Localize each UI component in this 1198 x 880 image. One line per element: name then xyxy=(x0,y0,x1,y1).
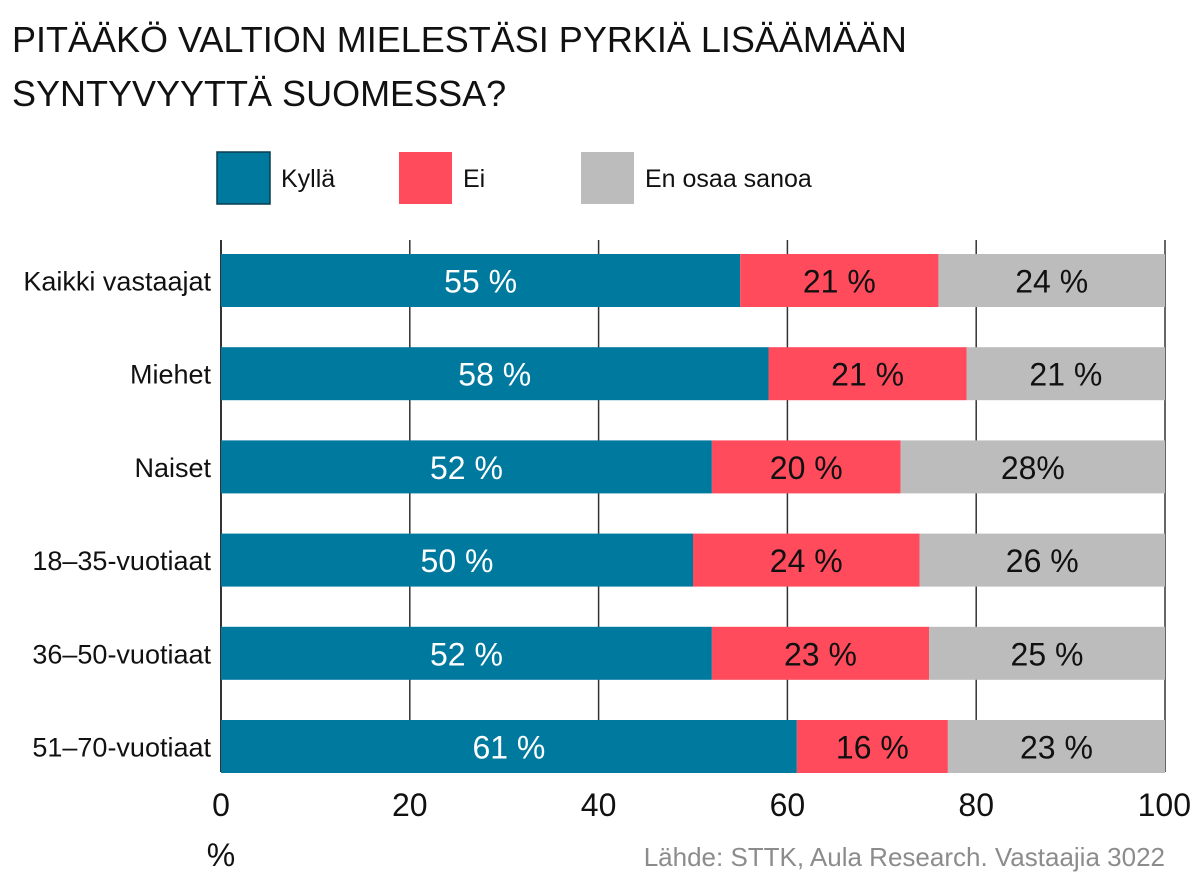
data-label-ei-36-50-vuotiaat: 23 % xyxy=(784,636,857,672)
legend-swatch-ei xyxy=(399,152,452,204)
bar-kylla-36-50-vuotiaat xyxy=(221,626,712,680)
bar-en-osaa-sanoa-18-35-vuotiaat xyxy=(919,533,1165,587)
bar-ei-36-50-vuotiaat xyxy=(711,626,929,680)
bar-en-osaa-sanoa-36-50-vuotiaat xyxy=(929,626,1165,680)
data-label-kylla-naiset: 52 % xyxy=(430,450,503,486)
category-label-18-35-vuotiaat: 18–35-vuotiaat xyxy=(32,546,211,576)
bar-kylla-51-70-vuotiaat xyxy=(221,720,797,773)
bar-ei-miehet xyxy=(768,347,967,401)
x-tick-label-80: 80 xyxy=(958,787,994,823)
data-label-kylla-51-70-vuotiaat: 61 % xyxy=(472,730,545,766)
data-label-kylla-36-50-vuotiaat: 52 % xyxy=(430,636,503,672)
category-label-36-50-vuotiaat: 36–50-vuotiaat xyxy=(32,639,211,669)
data-label-ei-naiset: 20 % xyxy=(770,450,843,486)
x-tick-label-60: 60 xyxy=(770,787,806,823)
category-labels: Kaikki vastaajat Miehet Naiset 18–35-vuotia… xyxy=(23,267,211,763)
data-label-ei-18-35-vuotiaat: 24 % xyxy=(770,543,843,579)
data-label-en-osaa-sanoa-naiset: 28% xyxy=(1001,450,1065,486)
bar-ei-kaikki-vastaajat xyxy=(740,254,939,307)
data-label-ei-51-70-vuotiaat: 16 % xyxy=(836,730,909,766)
bar-ei-naiset xyxy=(711,440,901,494)
bar-ei-18-35-vuotiaat xyxy=(693,533,920,587)
bars: 55 % 21 % 24 % 58 % 21 % 21 % 52 % 20 % 28% 50 % 2… xyxy=(221,254,1165,773)
legend-label-ei: Ei xyxy=(463,165,485,193)
data-label-ei-kaikki-vastaajat: 21 % xyxy=(803,264,876,300)
category-label-51-70-vuotiaat: 51–70-vuotiaat xyxy=(32,733,211,763)
bar-kylla-kaikki-vastaajat xyxy=(221,254,741,307)
legend-swatch-en-osaa-sanoa xyxy=(581,152,634,204)
data-label-kylla-kaikki-vastaajat: 55 % xyxy=(444,264,517,300)
x-tick-label-40: 40 xyxy=(581,787,617,823)
bar-kylla-naiset xyxy=(221,440,712,494)
source-note: Lähde: STTK, Aula Research. Vastaajia 30… xyxy=(644,842,1165,872)
category-label-kaikki-vastaajat: Kaikki vastaajat xyxy=(23,267,211,297)
data-label-en-osaa-sanoa-51-70-vuotiaat: 23 % xyxy=(1020,730,1093,766)
legend-swatch-kylla xyxy=(216,151,271,205)
x-tick-label-0: 0 xyxy=(212,787,230,823)
x-axis-unit-label: % xyxy=(207,837,235,873)
data-label-en-osaa-sanoa-miehet: 21 % xyxy=(1029,357,1102,393)
chart-title-line-1: PITÄÄKÖ VALTION MIELESTÄSI PYRKIÄ LISÄÄM… xyxy=(12,19,907,60)
chart-title-line-2: SYNTYVYYTTÄ SUOMESSA? xyxy=(12,73,506,114)
bar-kylla-18-35-vuotiaat xyxy=(221,533,693,587)
data-label-en-osaa-sanoa-36-50-vuotiaat: 25 % xyxy=(1011,636,1084,672)
legend-label-kylla: Kyllä xyxy=(281,165,335,193)
x-tick-label-100: 100 xyxy=(1138,787,1191,823)
data-label-ei-miehet: 21 % xyxy=(831,357,904,393)
category-label-naiset: Naiset xyxy=(134,453,211,483)
bar-en-osaa-sanoa-naiset xyxy=(900,440,1165,494)
bar-en-osaa-sanoa-miehet xyxy=(966,347,1165,401)
data-label-en-osaa-sanoa-kaikki-vastaajat: 24 % xyxy=(1015,264,1088,300)
legend: Kyllä Ei En osaa sanoa xyxy=(216,151,812,205)
category-label-miehet: Miehet xyxy=(130,360,212,390)
x-axis-ticks: 0 20 40 60 80 100 xyxy=(212,787,1191,823)
data-label-kylla-18-35-vuotiaat: 50 % xyxy=(421,543,494,579)
gridlines xyxy=(220,240,1166,772)
bar-en-osaa-sanoa-kaikki-vastaajat xyxy=(938,254,1165,307)
legend-label-en-osaa-sanoa: En osaa sanoa xyxy=(645,165,812,193)
x-tick-label-20: 20 xyxy=(392,787,428,823)
bar-kylla-miehet xyxy=(221,347,769,401)
data-label-en-osaa-sanoa-18-35-vuotiaat: 26 % xyxy=(1006,543,1079,579)
data-label-kylla-miehet: 58 % xyxy=(458,357,531,393)
bar-ei-51-70-vuotiaat xyxy=(796,720,948,773)
bar-en-osaa-sanoa-51-70-vuotiaat xyxy=(947,720,1165,773)
